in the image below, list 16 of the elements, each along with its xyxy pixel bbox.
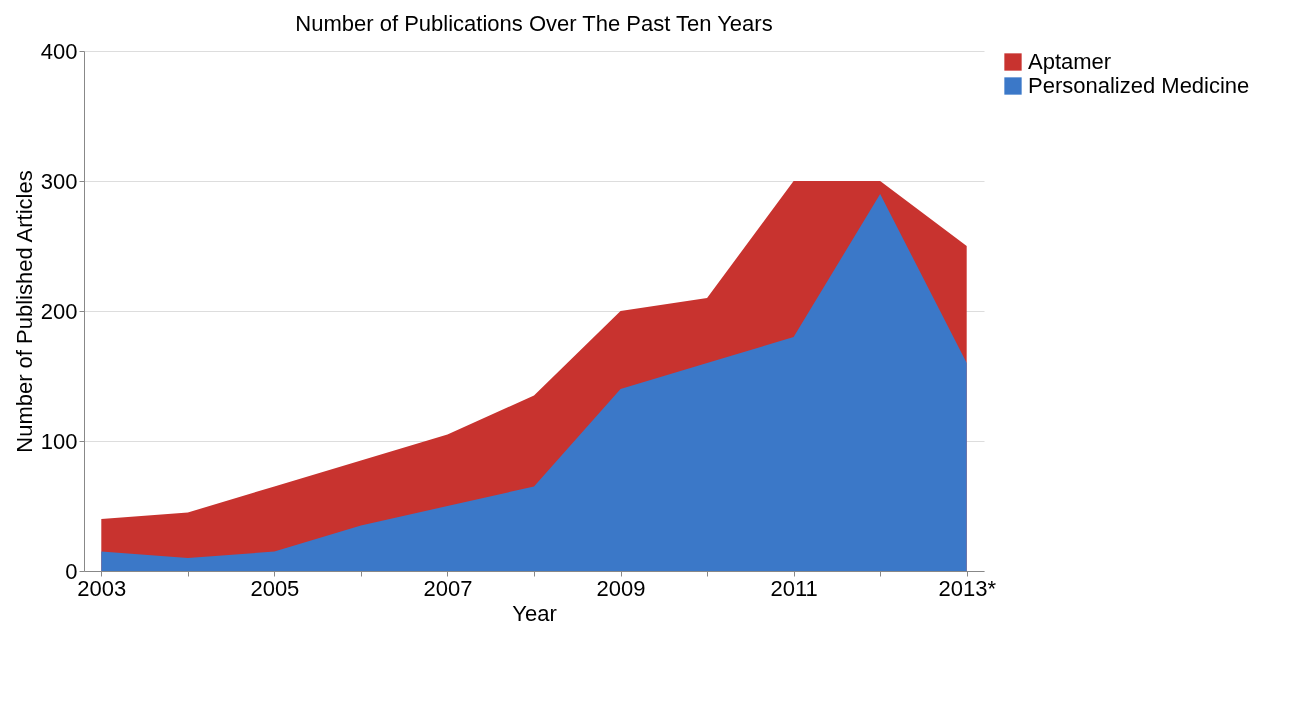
x-tick-label: 2007 <box>423 575 473 601</box>
chart-title: Number of Publications Over The Past Ten Years <box>295 11 773 36</box>
y-tick-label: 400 <box>40 38 78 64</box>
y-tick-label: 0 <box>65 558 78 584</box>
x-tick-label: 2009 <box>596 575 646 601</box>
x-axis-title: Year <box>512 600 557 626</box>
x-tick-label: 2011 <box>770 575 818 601</box>
x-tick-label: 2005 <box>250 575 300 601</box>
x-tick-label: 2003 <box>77 575 127 601</box>
y-tick-label: 300 <box>40 168 78 194</box>
y-tick-label: 200 <box>40 298 78 324</box>
x-tick-label: 2013* <box>938 575 997 601</box>
y-tick-label: 100 <box>40 428 78 454</box>
y-axis-title: Number of Published Articles <box>11 170 37 453</box>
legend-label: Aptamer <box>1028 49 1112 74</box>
legend-label: Personalized Medicine <box>1028 73 1250 98</box>
